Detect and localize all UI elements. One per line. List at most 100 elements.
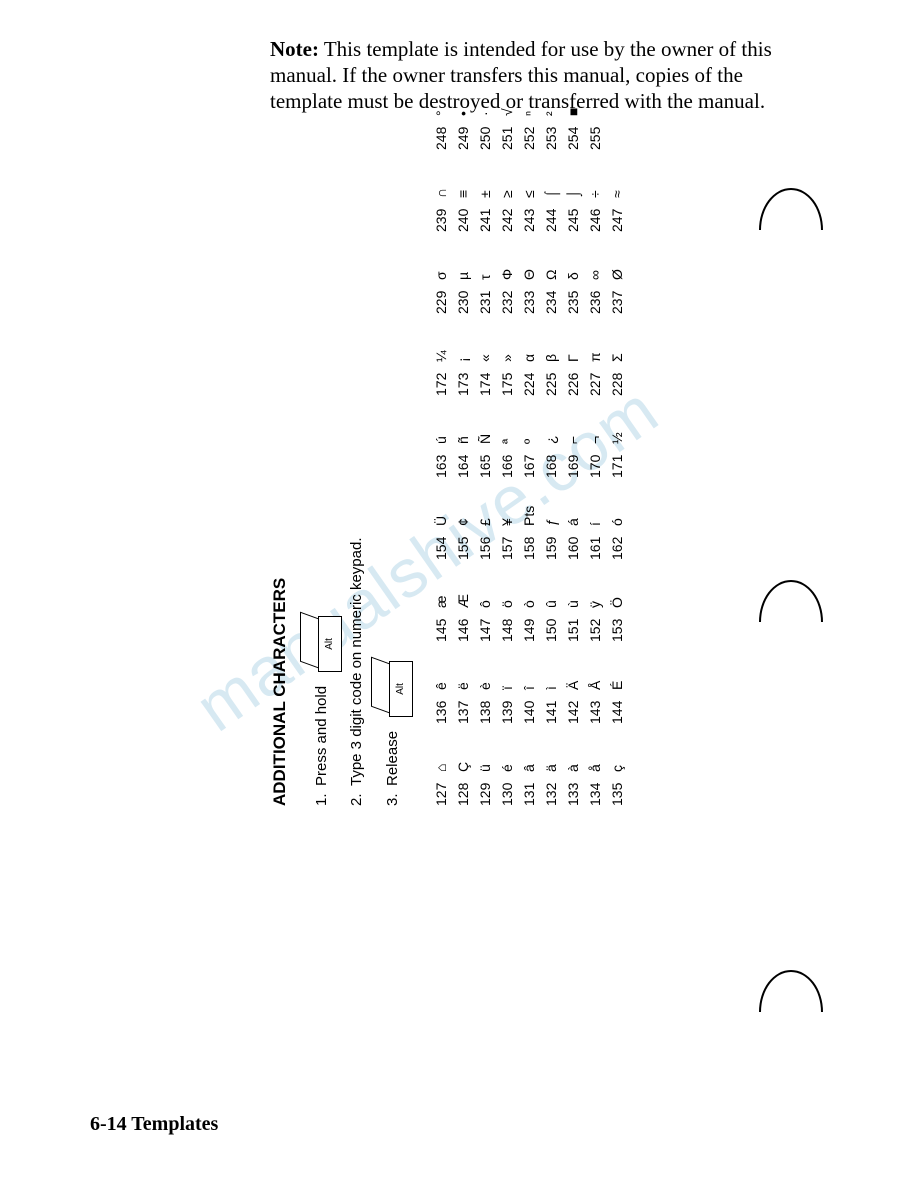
table-row: 130é139ï148ö157¥166ª175»232Φ242≥251√	[499, 0, 515, 806]
code-cell: 140î	[521, 642, 537, 724]
code-cell: 158Pts	[521, 478, 537, 560]
code-cell: 239∩	[433, 150, 449, 232]
code-character: ¢	[455, 498, 471, 526]
code-cell: 175»	[499, 314, 515, 396]
alt-key-icon: Alt	[300, 606, 342, 676]
code-cell: 157¥	[499, 478, 515, 560]
code-cell: 138è	[477, 642, 493, 724]
code-cell: 241±	[477, 150, 493, 232]
code-cell: 233Θ	[521, 232, 537, 314]
code-number: 150	[543, 608, 559, 642]
code-character: Γ	[565, 334, 581, 362]
code-character: ì	[543, 662, 559, 690]
table-row: 135ç144É153Ö162ó171½228Σ237Ø247≈	[609, 0, 625, 806]
code-character: Æ	[455, 580, 471, 608]
code-cell: 230µ	[455, 232, 471, 314]
code-number: 240	[455, 198, 471, 232]
code-character: â	[521, 744, 537, 772]
code-character: í	[587, 498, 603, 526]
code-number: 244	[543, 198, 559, 232]
code-character: ñ	[455, 416, 471, 444]
code-character: ∩	[433, 170, 449, 198]
code-number: 130	[499, 772, 515, 806]
code-character: ¿	[543, 416, 559, 444]
code-cell: 150û	[543, 560, 559, 642]
code-number: 131	[521, 772, 537, 806]
code-character: ö	[499, 580, 515, 608]
code-number: 252	[521, 116, 537, 150]
code-number: 165	[477, 444, 493, 478]
code-cell: 156£	[477, 478, 493, 560]
code-character: É	[609, 662, 625, 690]
code-number: 239	[433, 198, 449, 232]
code-character: √	[499, 88, 515, 116]
code-character: •	[455, 88, 471, 116]
code-character: á	[565, 498, 581, 526]
code-character: σ	[433, 252, 449, 280]
code-cell: 154Ü	[433, 478, 449, 560]
code-number: 139	[499, 690, 515, 724]
code-cell: 147ô	[477, 560, 493, 642]
code-character: è	[477, 662, 493, 690]
code-number: 135	[609, 772, 625, 806]
code-cell: 137ë	[455, 642, 471, 724]
code-cell: 250·	[477, 68, 493, 150]
code-number: 235	[565, 280, 581, 314]
code-character: ¡	[455, 334, 471, 362]
code-cell: 131â	[521, 724, 537, 806]
code-character: ò	[521, 580, 537, 608]
code-number: 147	[477, 608, 493, 642]
table-row: 128Ç137ë146Æ155¢164ñ173¡230µ240≡249•	[455, 0, 471, 806]
code-cell: 235δ	[565, 232, 581, 314]
code-character: ä	[543, 744, 559, 772]
code-number: 153	[609, 608, 625, 642]
code-number: 137	[455, 690, 471, 724]
code-number: 140	[521, 690, 537, 724]
code-number: 228	[609, 362, 625, 396]
code-character: α	[521, 334, 537, 362]
code-cell: 251√	[499, 68, 515, 150]
code-cell: 148ö	[499, 560, 515, 642]
code-character: ë	[455, 662, 471, 690]
code-number: 148	[499, 608, 515, 642]
code-cell: 255	[587, 68, 603, 150]
code-number: 143	[587, 690, 603, 724]
code-character: é	[499, 744, 515, 772]
code-cell: 149ò	[521, 560, 537, 642]
code-number: 249	[455, 116, 471, 150]
code-number: 156	[477, 526, 493, 560]
code-cell: 143Å	[587, 642, 603, 724]
code-cell: 165Ñ	[477, 396, 493, 478]
code-number: 127	[433, 772, 449, 806]
code-cell: 136ê	[433, 642, 449, 724]
table-row: 134å143Å152ÿ161í170¬227π236∞246÷255	[587, 0, 603, 806]
code-character: Ñ	[477, 416, 493, 444]
code-number: 172	[433, 362, 449, 396]
code-cell: 144É	[609, 642, 625, 724]
code-cell: 162ó	[609, 478, 625, 560]
code-number: 168	[543, 444, 559, 478]
code-number: 248	[433, 116, 449, 150]
code-number: 233	[521, 280, 537, 314]
code-cell: 167º	[521, 396, 537, 478]
code-cell: 129ü	[477, 724, 493, 806]
code-character: »	[499, 334, 515, 362]
step-number: 3.	[384, 786, 401, 806]
code-cell: 229σ	[433, 232, 449, 314]
code-cell: 228Σ	[609, 314, 625, 396]
code-number: 154	[433, 526, 449, 560]
code-number: 129	[477, 772, 493, 806]
code-cell: 155¢	[455, 478, 471, 560]
code-character: Å	[587, 662, 603, 690]
code-number: 237	[609, 280, 625, 314]
code-character: Ω	[543, 252, 559, 280]
code-character: ÷	[587, 170, 603, 198]
step-1: 1. Press and hold Alt	[300, 0, 342, 806]
code-character: ç	[609, 744, 625, 772]
code-cell: 168¿	[543, 396, 559, 478]
code-cell: 225β	[543, 314, 559, 396]
code-cell: 151ù	[565, 560, 581, 642]
code-character: ⁿ	[521, 88, 537, 116]
code-cell: 172¼	[433, 314, 449, 396]
code-character: Φ	[499, 252, 515, 280]
